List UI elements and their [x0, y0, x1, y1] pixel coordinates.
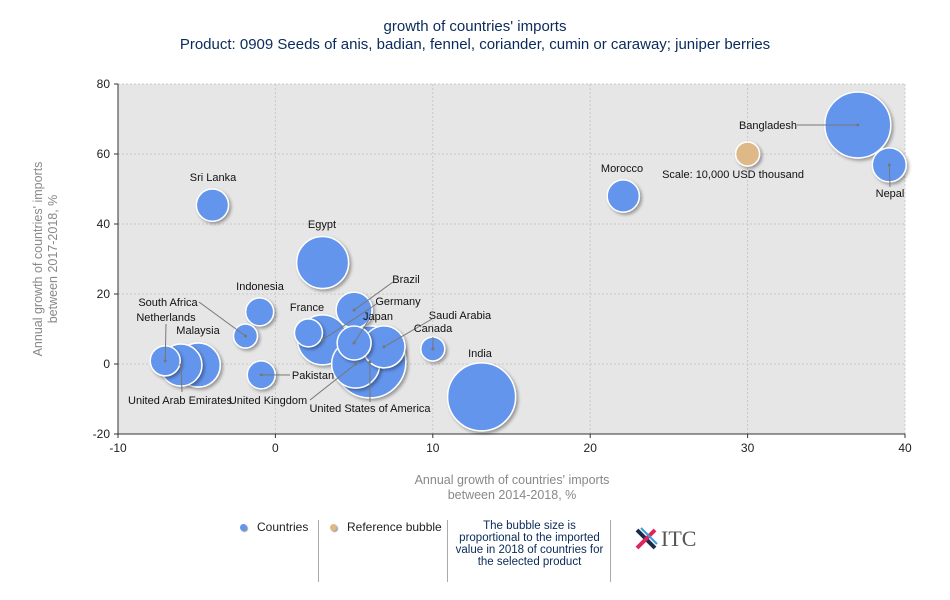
y-tick-label: 80 [97, 77, 111, 91]
leader-line [888, 164, 891, 188]
data-label: Morocco [601, 163, 643, 175]
x-tick-label: 40 [898, 441, 912, 455]
data-label: Bangladesh [739, 120, 797, 132]
countries-legend-marker [240, 524, 247, 531]
bubble-morocco [606, 179, 641, 213]
data-label: Indonesia [236, 281, 285, 293]
leader-line [353, 317, 371, 344]
leader-dot [856, 123, 860, 127]
data-label: Japan [363, 311, 393, 323]
legend-divider [318, 520, 319, 582]
y-axis-title: Annual growth of countries' imports [31, 162, 45, 357]
data-label: Germany [375, 296, 421, 308]
leader-dot [321, 338, 325, 342]
data-label: Egypt [308, 219, 336, 231]
x-tick-label: 30 [741, 441, 755, 455]
reference-legend-marker [330, 524, 337, 531]
leader-line [383, 318, 433, 348]
legend-divider [610, 520, 611, 582]
leader-line [180, 365, 183, 393]
y-axis-title: between 2017-2018, % [46, 195, 60, 324]
leader-dot [179, 363, 183, 367]
data-label: United States of America [309, 403, 431, 415]
leader-line [198, 301, 246, 337]
data-label: Nepal [876, 188, 905, 200]
data-label: Sri Lanka [190, 172, 237, 184]
data-label: Pakistan [292, 370, 334, 382]
data-label: Saudi Arabia [429, 310, 492, 322]
data-label: Canada [414, 323, 453, 335]
leader-line [164, 323, 167, 361]
bubble-sri-lanka [195, 188, 230, 222]
x-tick-label: 10 [426, 441, 440, 455]
legend-divider [447, 520, 448, 582]
data-label: Netherlands [136, 312, 196, 324]
bubble-france [293, 318, 324, 348]
leader-dot [382, 345, 386, 349]
y-tick-label: 40 [97, 217, 111, 231]
leader-dot [352, 341, 356, 345]
leader-dot [163, 359, 167, 363]
data-label: United Arab Emirates [128, 395, 232, 407]
data-label: United Kingdom [229, 395, 307, 407]
x-tick-label: -10 [109, 441, 127, 455]
legend-countries-label: Countries [257, 520, 309, 534]
bubble-scale-10-000-usd-thousand [734, 141, 761, 167]
bubble-india [446, 362, 517, 432]
chart-title-block: growth of countries' imports Product: 09… [0, 18, 950, 54]
bubble-egypt [295, 235, 350, 290]
legend-reference[interactable]: Reference bubble [330, 520, 442, 534]
x-axis-title: between 2014-2018, % [448, 488, 577, 502]
itc-logo-mark-icon [635, 527, 658, 550]
itc-logo-text: ITC [661, 526, 697, 551]
x-tick-label: 20 [584, 441, 598, 455]
data-label: South Africa [138, 297, 198, 309]
legend-note: The bubble size is proportional to the i… [455, 520, 604, 568]
data-label: Scale: 10,000 USD thousand [662, 169, 804, 181]
data-label: Malaysia [176, 325, 220, 337]
y-tick-label: -20 [93, 427, 111, 441]
leader-dot [368, 360, 372, 364]
legend-reference-label: Reference bubble [347, 520, 442, 534]
leader-dot [354, 362, 358, 366]
leader-dot [431, 347, 435, 351]
legend-countries[interactable]: Countries [240, 520, 308, 534]
leader-dot [243, 334, 247, 338]
y-tick-label: 60 [97, 147, 111, 161]
y-tick-label: 20 [97, 287, 111, 301]
data-label: France [290, 302, 324, 314]
y-tick-label: 0 [103, 357, 110, 371]
chart-title: growth of countries' imports [383, 18, 567, 35]
leader-dot [887, 163, 891, 167]
chart-subtitle: Product: 0909 Seeds of anis, badian, fen… [179, 36, 771, 53]
x-axis-title: Annual growth of countries' imports [415, 473, 610, 487]
data-label: Brazil [392, 274, 420, 286]
leader-line [353, 281, 394, 311]
leader-dot [259, 373, 263, 377]
leader-line [309, 363, 356, 401]
leader-line [322, 302, 379, 341]
itc-logo: ITC [634, 526, 696, 552]
bubble-indonesia [244, 297, 275, 327]
leader-dot [352, 308, 356, 312]
data-label: India [468, 348, 493, 360]
x-tick-label: 0 [272, 441, 279, 455]
